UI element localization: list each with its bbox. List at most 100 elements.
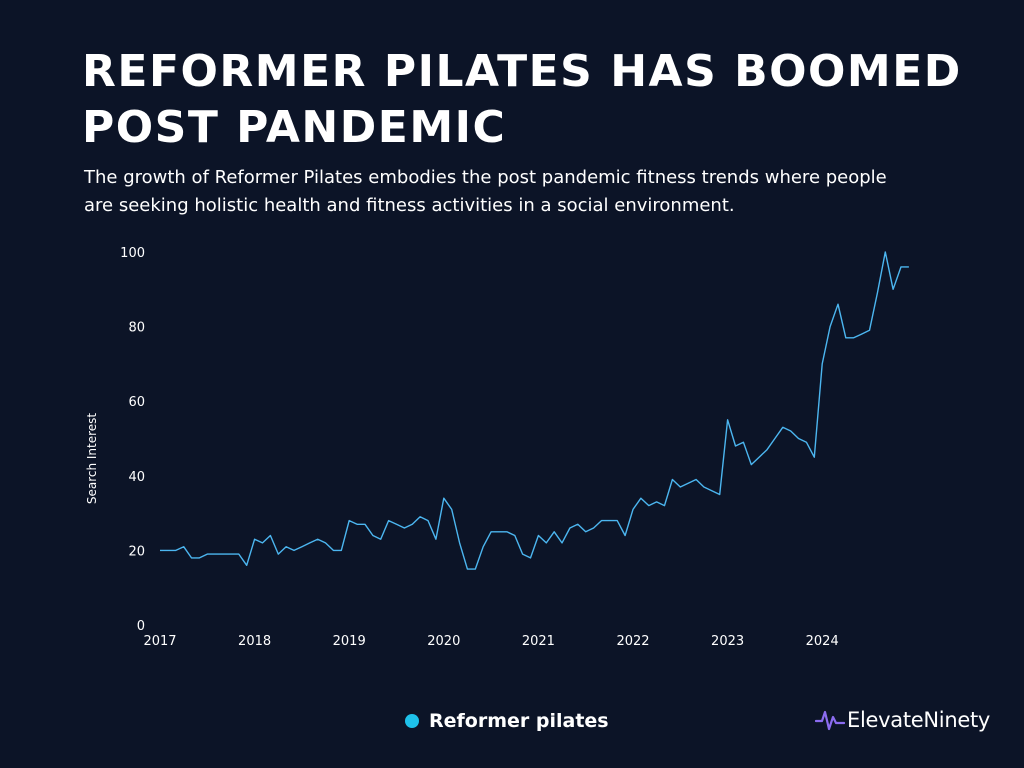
data-point (466, 568, 468, 570)
data-point (750, 464, 752, 466)
data-point (474, 568, 476, 570)
x-tick-label: 2024 (806, 634, 839, 649)
y-tick-label: 80 (128, 321, 145, 336)
data-point (632, 508, 634, 510)
data-point (325, 542, 327, 544)
x-tick-label: 2017 (143, 634, 176, 649)
x-tick-label: 2021 (522, 634, 555, 649)
data-point (703, 486, 705, 488)
data-point (506, 531, 508, 533)
data-point (340, 549, 342, 551)
data-point (742, 441, 744, 443)
line-chart: 0 20 40 60 80 100 2017 2018 2019 2020 2021 2022 2023… (85, 246, 910, 649)
data-point (876, 292, 878, 294)
data-point (411, 523, 413, 525)
data-point (206, 553, 208, 555)
data-point (577, 523, 579, 525)
data-point (537, 535, 539, 537)
brand-logo: ElevateNinety (815, 707, 990, 733)
data-point (569, 527, 571, 529)
data-point (735, 445, 737, 447)
data-point (522, 553, 524, 555)
data-point (301, 546, 303, 548)
data-point (561, 542, 563, 544)
y-tick-label: 100 (120, 246, 145, 261)
data-point (719, 494, 721, 496)
data-point (246, 564, 248, 566)
data-point (269, 535, 271, 537)
data-point (364, 523, 366, 525)
data-point (348, 520, 350, 522)
data-point (451, 508, 453, 510)
data-point (530, 557, 532, 559)
y-tick-label: 20 (128, 544, 145, 559)
data-point (372, 535, 374, 537)
data-point (869, 329, 871, 331)
data-point (356, 523, 358, 525)
data-point (624, 535, 626, 537)
data-point (285, 546, 287, 548)
data-point (175, 549, 177, 551)
data-point (198, 557, 200, 559)
data-point (601, 520, 603, 522)
chart-legend: Reformer pilates (405, 710, 609, 732)
data-point (396, 523, 398, 525)
data-point (805, 441, 807, 443)
data-point (183, 546, 185, 548)
data-point (695, 479, 697, 481)
data-point (191, 557, 193, 559)
data-point (403, 527, 405, 529)
data-point (900, 266, 902, 268)
data-point (892, 288, 894, 290)
data-point (482, 546, 484, 548)
data-point (687, 482, 689, 484)
data-point (553, 531, 555, 533)
legend-label: Reformer pilates (429, 710, 609, 732)
data-point (419, 516, 421, 518)
data-point (908, 266, 910, 268)
data-point (159, 549, 161, 551)
x-tick-label: 2023 (711, 634, 744, 649)
data-point (585, 531, 587, 533)
data-point (727, 419, 729, 421)
data-point (222, 553, 224, 555)
data-point (593, 527, 595, 529)
data-point (884, 251, 886, 253)
data-point (309, 542, 311, 544)
data-point (388, 520, 390, 522)
x-tick-label: 2022 (616, 634, 649, 649)
series-line-reformer-pilates (160, 251, 909, 570)
data-point (671, 479, 673, 481)
data-point (514, 535, 516, 537)
data-point (490, 531, 492, 533)
data-point (545, 542, 547, 544)
x-tick-label: 2020 (427, 634, 460, 649)
data-point (679, 486, 681, 488)
data-point (616, 520, 618, 522)
data-point (427, 520, 429, 522)
data-point (640, 497, 642, 499)
data-point (821, 363, 823, 365)
y-tick-label: 40 (128, 470, 145, 485)
data-point (758, 456, 760, 458)
data-point (711, 490, 713, 492)
y-axis-title: Search Interest (85, 413, 99, 505)
data-point (608, 520, 610, 522)
data-point (656, 501, 658, 503)
data-point (813, 456, 815, 458)
data-point (774, 438, 776, 440)
data-point (230, 553, 232, 555)
brand-name: ElevateNinety (847, 708, 991, 732)
data-point (167, 549, 169, 551)
data-point (853, 337, 855, 339)
data-point (238, 553, 240, 555)
x-tick-label: 2019 (333, 634, 366, 649)
data-point (664, 505, 666, 507)
data-point (254, 538, 256, 540)
data-point (332, 549, 334, 551)
y-tick-label: 60 (128, 395, 145, 410)
data-point (459, 542, 461, 544)
data-point (293, 549, 295, 551)
page-title: REFORMER PILATES HAS BOOMED POST PANDEMI… (82, 46, 962, 153)
